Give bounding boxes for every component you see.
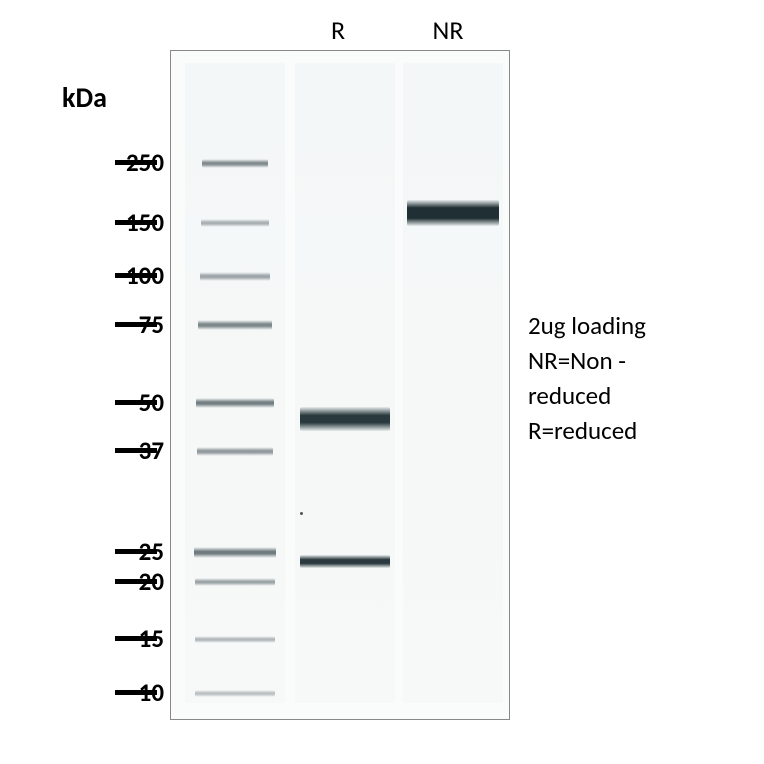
ladder-band xyxy=(197,447,273,456)
lane-header-nr: NR xyxy=(433,14,464,46)
marker-tick xyxy=(115,549,157,554)
ladder-band xyxy=(195,578,275,586)
lane-bg-nr xyxy=(403,63,503,703)
marker-tick xyxy=(115,579,157,584)
legend-line: 2ug loading xyxy=(528,310,646,345)
sample-band-reduced xyxy=(300,555,390,568)
ladder-band xyxy=(195,636,275,643)
lane-marker xyxy=(185,63,285,703)
kda-axis-title: kDa xyxy=(62,80,107,115)
marker-tick xyxy=(115,220,157,225)
ladder-band xyxy=(200,272,270,281)
ladder-band xyxy=(196,398,274,408)
sample-band-reduced xyxy=(300,407,390,431)
legend-line: R=reduced xyxy=(528,415,646,450)
gel-figure: kDa R NR 2ug loadingNR=Non -reducedR=red… xyxy=(0,0,764,764)
marker-tick xyxy=(115,400,157,405)
legend-line: reduced xyxy=(528,380,646,415)
marker-tick xyxy=(115,448,157,453)
gel-box xyxy=(170,50,510,720)
marker-tick xyxy=(115,322,157,327)
lane-header-r: R xyxy=(331,14,345,46)
marker-tick xyxy=(115,636,157,641)
legend-line: NR=Non - xyxy=(528,345,646,380)
legend-text: 2ug loadingNR=Non -reducedR=reduced xyxy=(528,310,646,450)
ladder-band xyxy=(201,219,269,227)
ladder-band xyxy=(198,320,272,330)
lane-bg-r xyxy=(295,63,395,703)
marker-tick xyxy=(115,690,157,695)
sample-band-nonreduced xyxy=(407,200,499,226)
marker-tick xyxy=(115,273,157,278)
marker-tick xyxy=(115,160,157,165)
lane-reduced xyxy=(295,63,395,703)
ladder-band xyxy=(195,690,275,697)
lane-nonreduced xyxy=(403,63,503,703)
ladder-band xyxy=(194,547,276,558)
ladder-band xyxy=(202,159,268,168)
artifact-speck xyxy=(300,512,303,515)
